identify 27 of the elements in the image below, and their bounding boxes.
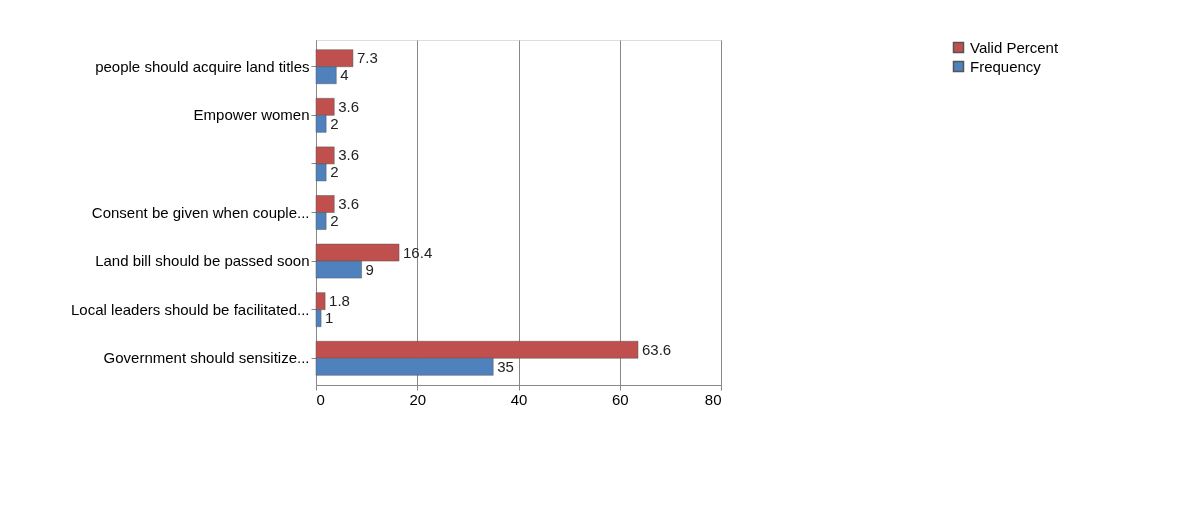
y-tick-label: Consent be given when couple...	[91, 203, 310, 221]
x-tick-label: 20	[409, 390, 427, 408]
data-label: 3.6	[338, 146, 360, 164]
data-label: 16.4	[403, 243, 433, 261]
data-label: 63.6	[641, 340, 672, 358]
y-tick-label: Empower women	[193, 106, 310, 124]
data-label: 9	[365, 260, 374, 278]
y-tick-label: Land bill should be passed soon	[95, 252, 310, 270]
data-label: 2	[330, 163, 339, 181]
y-tick-label: Government should sensitize...	[103, 349, 310, 367]
data-label: 1	[325, 309, 334, 327]
legend-label: Frequency	[970, 57, 1042, 75]
data-label: 1.8	[329, 292, 350, 310]
x-tick-label: 0	[316, 390, 325, 408]
y-tick-label: people should acquire land titles	[95, 57, 310, 75]
data-label: 3.6	[338, 97, 360, 115]
data-label: 2	[330, 212, 339, 229]
data-label: 3.6	[338, 195, 360, 212]
x-tick-label: 40	[510, 390, 528, 408]
legend-label: Valid Percent	[970, 38, 1059, 56]
y-tick-label: Local leaders should be facilitated...	[71, 300, 310, 318]
data-label: 4	[340, 66, 349, 84]
data-label: 7.3	[356, 49, 378, 67]
x-tick-label: 60	[611, 390, 629, 408]
x-tick-label: 80	[704, 390, 722, 408]
data-label: 35	[497, 357, 514, 375]
data-label: 2	[330, 114, 339, 132]
